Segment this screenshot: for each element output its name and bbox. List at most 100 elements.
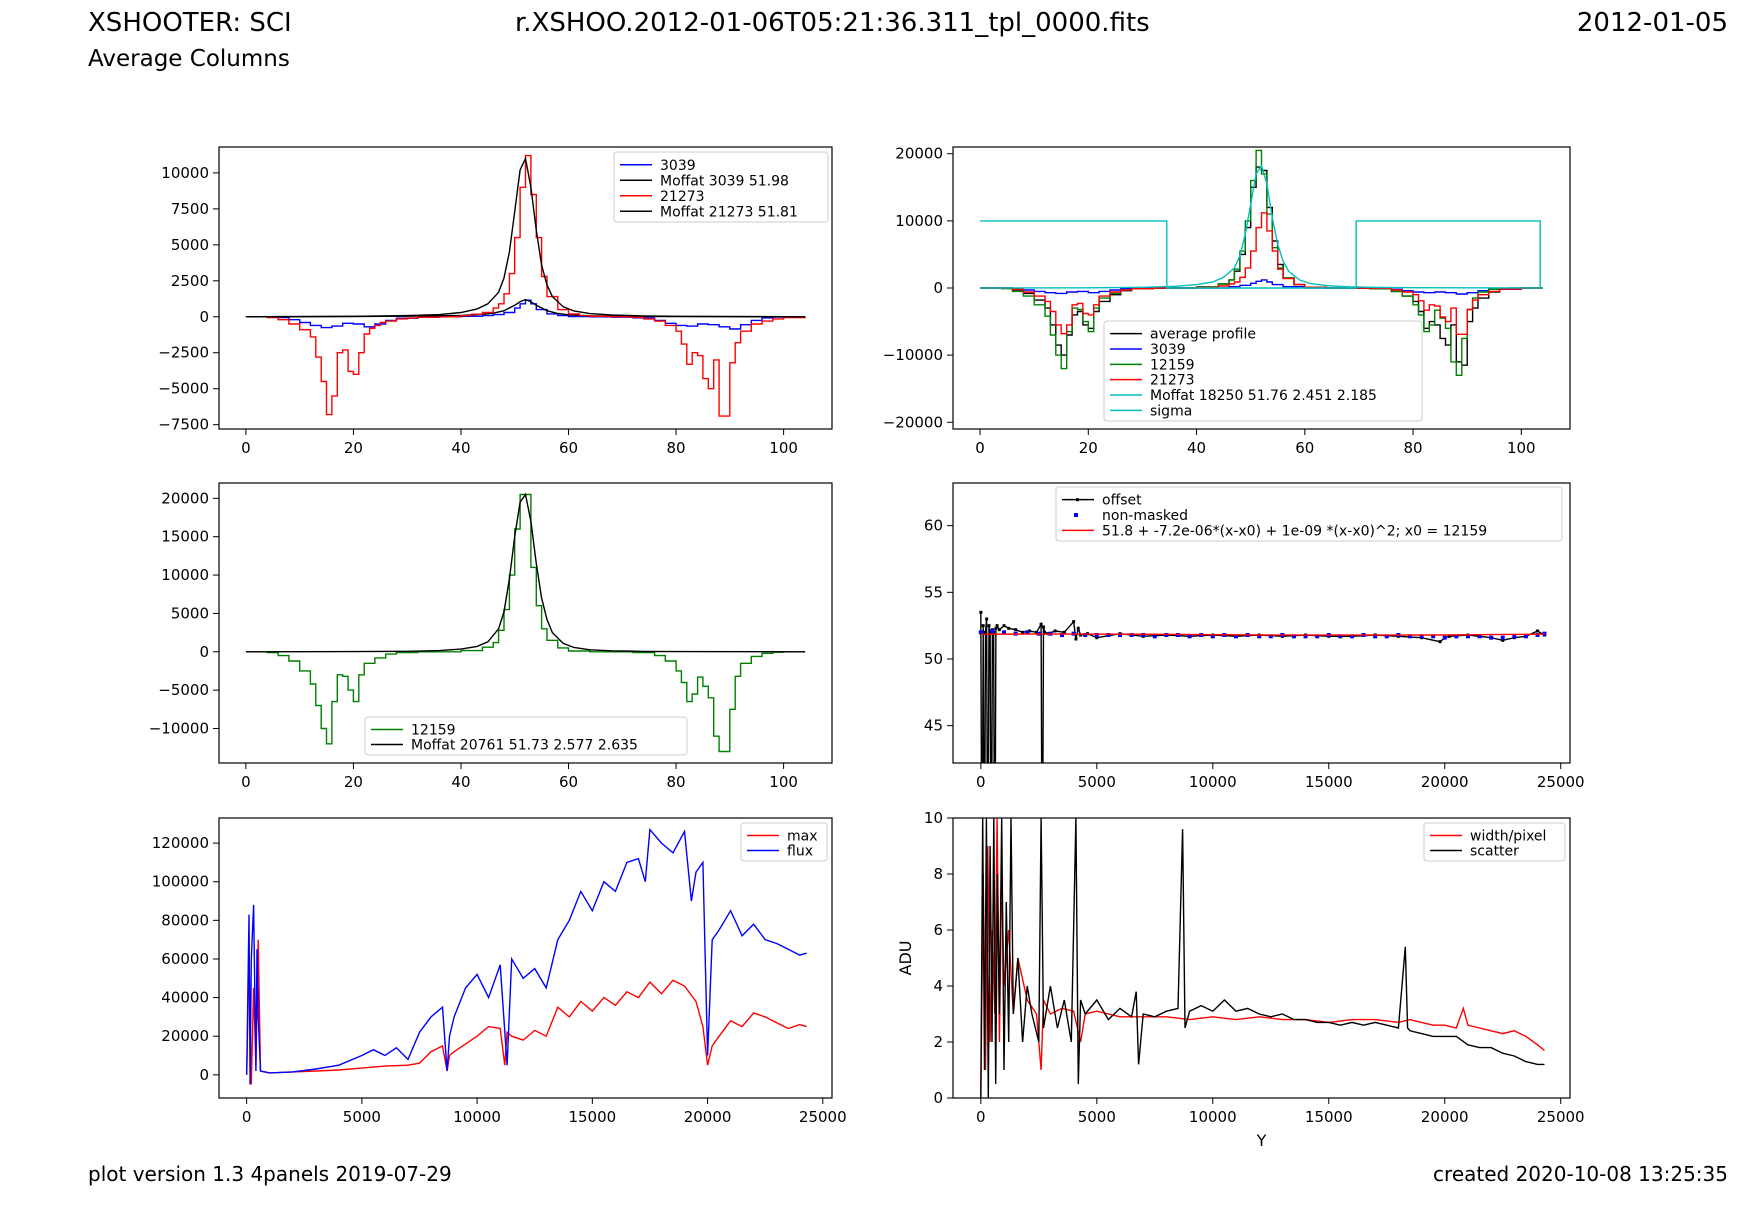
x-tick-label: 5000 (1078, 1108, 1116, 1126)
data-point (1442, 635, 1447, 640)
legend-label: 3039 (1150, 342, 1186, 358)
x-axis-label: Y (1256, 1131, 1267, 1150)
series-51-8-7-2e-06-x-x0-1e-09-x-x0-2-x0-12159 (980, 633, 1545, 636)
y-tick-label: −5000 (158, 681, 209, 699)
data-point (1257, 634, 1262, 639)
data-point (978, 630, 983, 635)
y-tick-label: 0 (933, 279, 943, 297)
y-tick-label: 20000 (161, 1027, 209, 1045)
y-tick-label: 5000 (171, 604, 209, 622)
y-tick-label: 55 (924, 583, 943, 601)
data-point (1523, 634, 1528, 639)
data-point (1268, 634, 1273, 639)
x-tick-label: 100 (769, 773, 798, 791)
data-point (1512, 634, 1517, 639)
data-point (1083, 633, 1088, 637)
data-point (1477, 634, 1482, 639)
legend-label: Moffat 3039 51.98 (660, 173, 789, 189)
data-point (1074, 637, 1078, 641)
series-3039 (245, 299, 806, 330)
axes-frame (218, 817, 833, 1099)
axes-frame (218, 146, 833, 430)
file-name: r.XSHOO.2012-01-06T05:21:36.311_tpl_0000… (515, 8, 1150, 38)
legend-label: 51.8 + -7.2e-06*(x-x0) + 1e-09 *(x-x0)^2… (1102, 523, 1487, 539)
y-tick-label: 45 (924, 717, 943, 735)
data-point (1035, 630, 1039, 634)
data-point (1021, 630, 1025, 634)
series-21273 (245, 154, 806, 417)
plot-area (980, 818, 1545, 1098)
data-point (1535, 633, 1540, 637)
series-moffat-18250-51-76-2-451-2-185 (980, 164, 1543, 289)
data-point (1041, 625, 1045, 629)
x-tick-label: 10000 (1189, 773, 1237, 791)
created-timestamp: created 2020-10-08 13:25:35 (1433, 1162, 1728, 1186)
x-tick-label: 0 (976, 1108, 986, 1126)
data-point (1129, 633, 1134, 637)
legend-label: 12159 (411, 723, 456, 739)
data-point (1454, 634, 1459, 639)
x-tick-label: 60 (559, 439, 578, 457)
data-point (1407, 634, 1412, 639)
x-tick-label: 20000 (1421, 773, 1469, 791)
plot-area (980, 149, 1543, 376)
y-tick-label: 50 (924, 650, 943, 668)
y-tick-label: 6 (933, 921, 943, 939)
y-tick-label: −10000 (149, 719, 209, 737)
data-point (1187, 634, 1192, 639)
x-tick-label: 20 (344, 773, 363, 791)
data-point (1053, 629, 1057, 633)
data-point (1072, 620, 1076, 624)
x-tick-label: 0 (976, 773, 986, 791)
legend-label: max (787, 829, 818, 845)
data-point (1118, 633, 1123, 637)
data-point (994, 626, 998, 630)
y-axis-label: ADU (896, 941, 915, 976)
legend-label: Moffat 21273 51.81 (660, 204, 798, 220)
series-3039 (980, 279, 1543, 295)
y-tick-label: 100000 (152, 873, 209, 891)
data-point (1007, 626, 1011, 630)
data-point (1025, 630, 1030, 635)
series-offset-markers (979, 610, 1546, 644)
y-tick-label: 0 (199, 643, 209, 661)
data-point (987, 624, 991, 628)
x-tick-label: 0 (242, 1108, 252, 1126)
y-tick-label: 5000 (171, 236, 209, 254)
y-tick-label: 0 (199, 1066, 209, 1084)
data-point (983, 630, 987, 634)
series-flux (246, 827, 807, 1085)
x-tick-label: 0 (975, 439, 985, 457)
plot-area (978, 610, 1547, 763)
y-tick-label: 120000 (152, 834, 209, 852)
y-tick-label: 0 (199, 308, 209, 326)
axes-frame (952, 482, 1571, 764)
x-tick-label: 5000 (343, 1108, 381, 1126)
series-12159 (980, 149, 1543, 376)
legend-label: Moffat 20761 51.73 2.577 2.635 (411, 738, 638, 754)
data-point (1062, 630, 1066, 634)
x-tick-label: 20 (1079, 439, 1098, 457)
x-tick-label: 40 (451, 439, 470, 457)
legend-label: sigma (1150, 403, 1192, 419)
page-subtitle: Average Columns (88, 46, 290, 72)
y-tick-label: 7500 (171, 200, 209, 218)
legend-box (1103, 320, 1423, 422)
series-offset (980, 612, 1545, 763)
data-point (1373, 634, 1378, 639)
series-moffat-20761-51-73-2-577-2-635 (245, 492, 806, 653)
chart-p6: 0 5000 10000 15000 20000 25000 0 2 4 6 8 10 Y ADU widt… (896, 809, 1585, 1150)
data-point (979, 610, 983, 614)
y-tick-label: −5000 (158, 380, 209, 398)
y-tick-label: 40000 (161, 989, 209, 1007)
data-point (1141, 633, 1146, 637)
data-point (1039, 622, 1043, 626)
y-tick-label: −10000 (883, 346, 943, 364)
legend-marker (1076, 498, 1079, 502)
data-point (997, 628, 1001, 632)
legend-box (613, 151, 829, 223)
x-tick-label: 40 (1187, 439, 1206, 457)
data-point (1043, 630, 1047, 634)
